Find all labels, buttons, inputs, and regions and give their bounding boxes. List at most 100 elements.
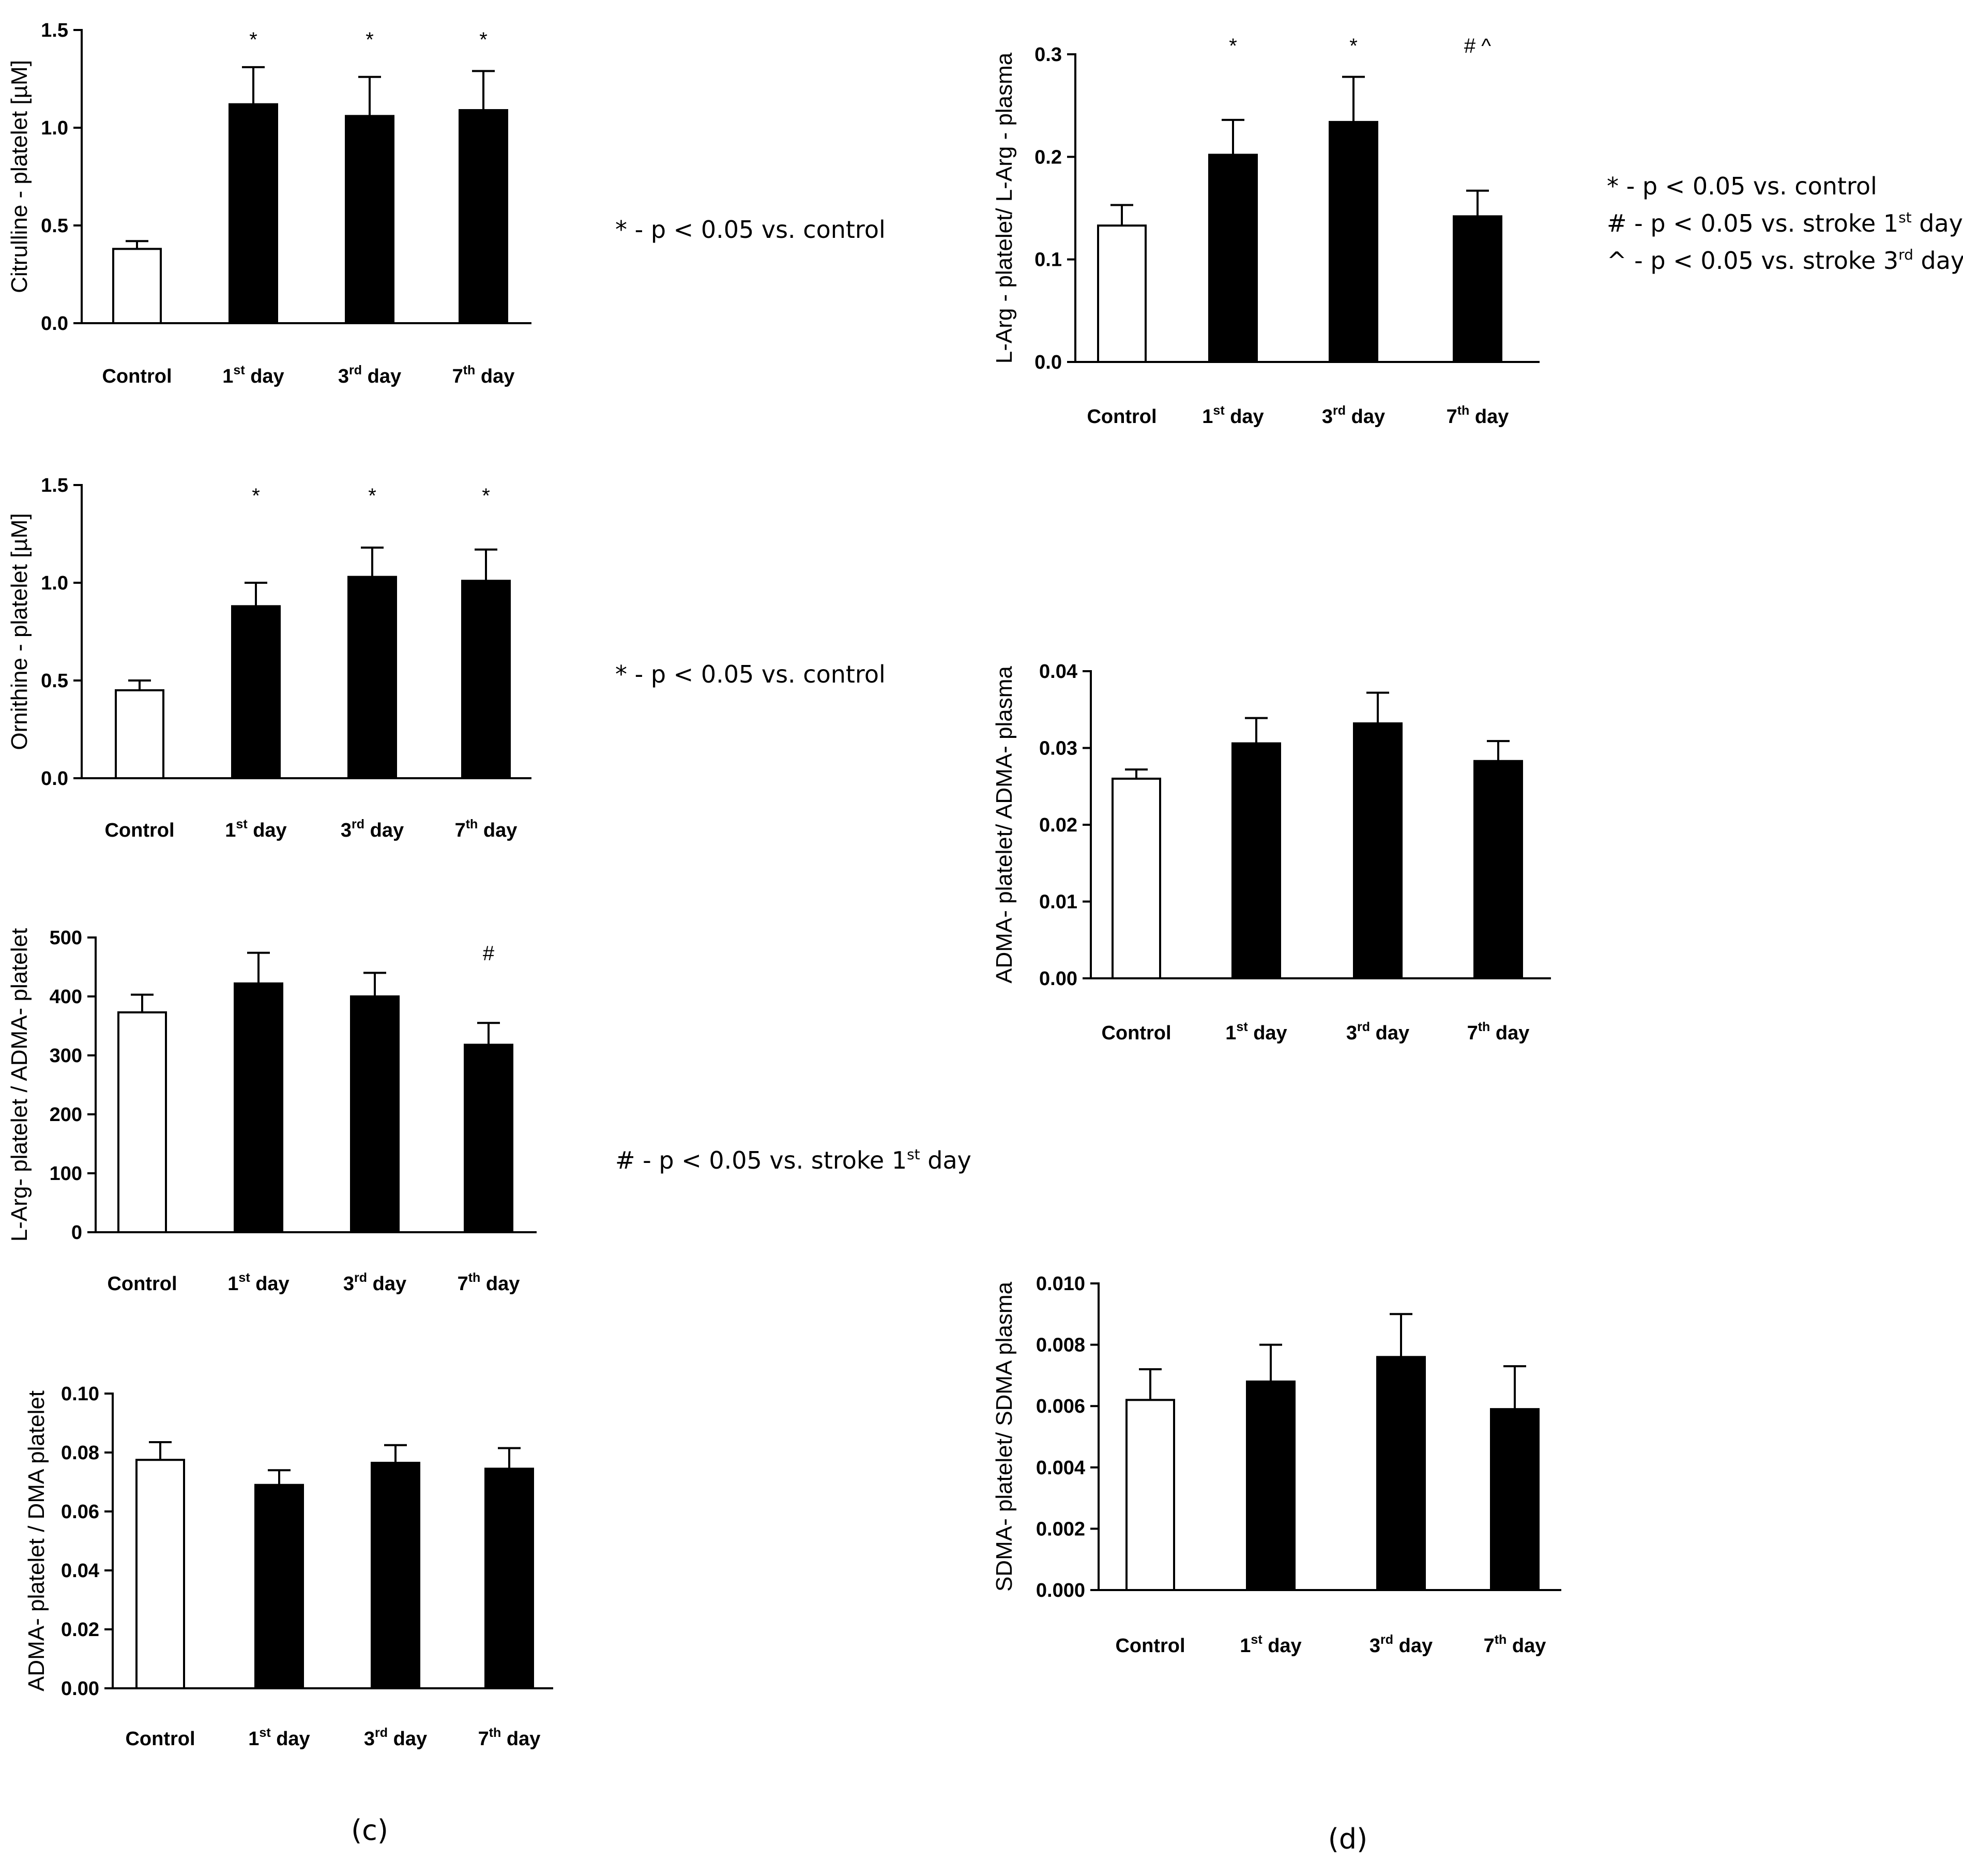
x-category-tail: day [364, 820, 404, 841]
y-tick-label: 0.08 [61, 1442, 99, 1464]
y-axis-title: ADMA- platelet/ ADMA- plasma [992, 666, 1017, 984]
x-category-main: 3 [343, 1273, 354, 1295]
y-tick-label: 0.002 [1036, 1518, 1085, 1540]
x-category-tail: day [250, 1273, 290, 1295]
charts-layer: 0.0 0.5 1.0 1.5 Citrulline - platelet [µM] Co… [7, 20, 1963, 1750]
x-category-tail: day [1225, 406, 1264, 428]
y-axis-title: Citrulline - platelet [µM] [7, 60, 32, 293]
y-tick-label: 0 [71, 1222, 82, 1244]
significance-marker: # [483, 942, 495, 965]
significance-note: * - p < 0.05 vs. control [615, 660, 886, 688]
x-category-main: 3 [1369, 1635, 1380, 1657]
x-category-sup: st [236, 817, 248, 831]
y-tick-label: 0.0 [41, 768, 68, 790]
bar-day-3 [347, 576, 397, 780]
y-axis-title: L-Arg- platelet / ADMA- platelet [7, 928, 32, 1242]
x-category-label: Control [104, 820, 174, 841]
x-category-main: 1 [1240, 1635, 1251, 1657]
y-tick-label: 0.03 [1039, 738, 1077, 760]
x-category-sup: th [1457, 403, 1470, 418]
x-category-main: Control [1101, 1022, 1171, 1044]
chart-ornithine-platelet: 0.0 0.5 1.0 1.5 Ornithine - platelet [µM] Con… [7, 475, 886, 841]
significance-note: # - p < 0.05 vs. stroke 1st day [615, 1146, 971, 1174]
bar-day-7 [1473, 760, 1523, 979]
x-category-label: 7th day [1467, 1020, 1530, 1044]
x-category-label: 7th day [1484, 1632, 1546, 1657]
bar-day-3 [345, 115, 394, 324]
x-category-sup: rd [354, 1270, 367, 1285]
y-tick-label: 0.3 [1034, 44, 1062, 66]
y-tick-label: 0.04 [61, 1560, 99, 1582]
x-category-main: 1 [248, 1728, 259, 1750]
x-category-tail: day [1262, 1635, 1302, 1657]
bar-day-7 [464, 1043, 513, 1233]
x-category-tail: day [478, 820, 517, 841]
significance-note-text: * - p < 0.05 vs. control [615, 660, 886, 688]
y-tick-label: 0.5 [41, 670, 68, 692]
x-category-label: 3rd day [1322, 403, 1385, 428]
x-category-main: 7 [452, 366, 463, 387]
y-tick-label: 0.10 [61, 1383, 99, 1405]
x-category-label: 3rd day [1346, 1020, 1409, 1044]
significance-note-tail: day [1913, 247, 1963, 275]
x-category-sup: st [1213, 403, 1225, 418]
bar-control [1112, 777, 1161, 980]
chart-larg-adma-platelet: 0 100 200 300 400 500 L-Arg- platelet / ADMA- … [7, 927, 971, 1295]
x-category-label: 1st day [1240, 1632, 1301, 1657]
significance-note-sup: st [1898, 209, 1912, 226]
significance-note-text: * - p < 0.05 vs. control [615, 216, 886, 244]
bar-control [1125, 1399, 1175, 1592]
y-tick-label: 0.010 [1036, 1273, 1085, 1295]
significance-note-text: # - p < 0.05 vs. stroke 1 [1607, 209, 1898, 237]
y-tick-label: 0.006 [1036, 1396, 1085, 1417]
x-category-label: Control [1101, 1022, 1171, 1044]
x-category-main: 7 [458, 1273, 468, 1295]
x-category-sup: th [1495, 1632, 1507, 1647]
y-tick-label: 300 [50, 1045, 82, 1067]
bar-day-1 [1246, 1380, 1296, 1591]
bar-day-7 [1453, 215, 1502, 363]
bar-day-3 [1353, 722, 1403, 979]
x-category-main: 3 [364, 1728, 375, 1750]
y-tick-label: 0.01 [1039, 891, 1077, 913]
x-category-main: Control [104, 820, 174, 841]
x-category-tail: day [1346, 406, 1385, 428]
x-category-tail: day [367, 1273, 406, 1295]
x-category-main: 7 [478, 1728, 489, 1750]
x-category-sup: th [466, 817, 478, 831]
x-category-main: 1 [225, 820, 236, 841]
y-tick-label: 0.00 [1039, 968, 1077, 990]
y-tick-label: 1.0 [41, 572, 68, 594]
significance-note: * - p < 0.05 vs. control [615, 216, 886, 244]
x-category-main: Control [1087, 406, 1157, 428]
x-category-label: 3rd day [343, 1270, 406, 1295]
bar-day-1 [254, 1484, 304, 1689]
significance-marker: * [252, 485, 260, 507]
x-category-tail: day [388, 1728, 427, 1750]
significance-note-text: ^ - p < 0.05 vs. stroke 3 [1607, 247, 1898, 275]
bar-day-3 [350, 995, 400, 1233]
y-tick-label: 0.000 [1036, 1580, 1085, 1601]
x-category-tail: day [475, 366, 514, 387]
y-tick-label: 1.0 [41, 117, 68, 139]
y-tick-label: 500 [50, 927, 82, 949]
x-category-label: 1st day [248, 1726, 310, 1750]
x-category-main: Control [102, 366, 172, 387]
x-category-tail: day [245, 366, 284, 387]
y-axis-title: L-Arg - platelet/ L-Arg - plasma [992, 52, 1017, 364]
x-category-label: 7th day [452, 363, 515, 387]
significance-marker: * [1229, 35, 1237, 57]
x-category-tail: day [1370, 1022, 1409, 1044]
significance-note: * - p < 0.05 vs. control [1607, 172, 1877, 200]
y-tick-label: 0.008 [1036, 1335, 1085, 1356]
y-axis-title: ADMA- platelet / DMA platelet [24, 1390, 49, 1691]
x-category-sup: rd [1357, 1020, 1370, 1034]
x-category-main: 1 [222, 366, 233, 387]
bar-control [115, 689, 164, 780]
y-tick-label: 0.0 [41, 313, 68, 335]
x-category-sup: th [468, 1270, 481, 1285]
x-category-main: 1 [1225, 1022, 1236, 1044]
x-category-main: 1 [227, 1273, 238, 1295]
